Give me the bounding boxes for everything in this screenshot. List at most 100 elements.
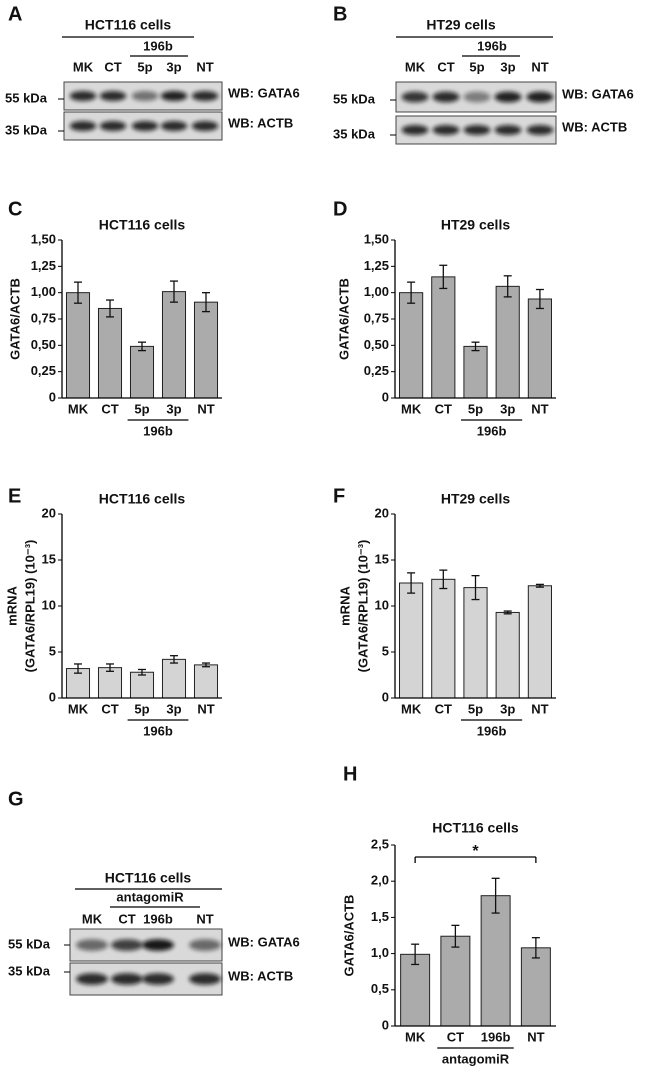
- probe-label: WB: GATA6: [228, 85, 300, 100]
- band: [189, 939, 221, 951]
- x-tick-label: MK: [401, 401, 422, 416]
- x-tick-label: CT: [447, 1029, 464, 1044]
- y-axis-label: mRNA: [4, 586, 19, 626]
- group-label: antagomiR: [116, 889, 184, 904]
- y-tick-label: 1,25: [31, 258, 56, 273]
- bar: [463, 345, 488, 399]
- band: [189, 973, 221, 985]
- x-tick-label: 3p: [500, 701, 515, 716]
- bar: [463, 587, 488, 699]
- panel-letter: H: [343, 763, 357, 785]
- error-bar: [407, 572, 416, 594]
- band: [432, 91, 460, 103]
- band: [111, 939, 143, 951]
- y-tick-label: 20: [42, 505, 56, 520]
- y-tick-label: 20: [375, 505, 389, 520]
- error-bar: [202, 662, 210, 668]
- chart-title: HCT116 cells: [432, 820, 519, 836]
- y-tick-label: 15: [42, 551, 56, 566]
- y-tick-label: 2,0: [371, 873, 389, 888]
- band: [69, 120, 97, 132]
- error-bar: [535, 288, 544, 310]
- error-bar: [74, 663, 82, 674]
- x-tick-label: CT: [435, 401, 452, 416]
- error-bar: [471, 341, 480, 352]
- error-bar: [439, 264, 448, 290]
- error-bar: [491, 877, 500, 914]
- bar: [480, 895, 511, 1027]
- bar: [399, 582, 424, 699]
- y-tick-label: 1,25: [364, 258, 389, 273]
- x-tick-label: NT: [527, 1029, 544, 1044]
- x-tick-label: MK: [405, 1029, 426, 1044]
- group-label: 196b: [143, 723, 173, 738]
- chart-title: HCT116 cells: [99, 217, 186, 233]
- error-bar: [74, 281, 82, 304]
- band: [76, 973, 108, 985]
- group-label: 196b: [143, 423, 173, 438]
- chart-title: HCT116 cells: [99, 491, 186, 507]
- band: [160, 120, 188, 132]
- x-tick-label: CT: [101, 701, 118, 716]
- x-tick-label: 3p: [500, 401, 515, 416]
- bar: [161, 658, 187, 699]
- chart-title: HT29 cells: [441, 217, 510, 233]
- lane-label: NT: [196, 59, 213, 74]
- blot-title: HCT116 cells: [105, 870, 192, 886]
- bar: [431, 276, 456, 399]
- band: [111, 973, 143, 985]
- y-tick-label: 0,75: [31, 310, 56, 325]
- marker-label: 55 kDa: [8, 936, 51, 951]
- panel-letter: F: [333, 485, 345, 507]
- x-tick-label: NT: [531, 401, 548, 416]
- error-bar: [411, 943, 420, 966]
- bar: [129, 671, 155, 699]
- x-tick-label: 5p: [468, 701, 483, 716]
- band: [494, 91, 522, 103]
- y-tick-label: 2,5: [371, 836, 389, 851]
- probe-label: WB: ACTB: [562, 119, 627, 134]
- y-tick-label: 10: [375, 597, 389, 612]
- bar: [65, 292, 91, 399]
- x-tick-label: NT: [197, 401, 214, 416]
- group-label: antagomiR: [442, 1051, 510, 1066]
- y-tick-label: 0,50: [364, 337, 389, 352]
- lane-label: CT: [118, 911, 135, 926]
- lane-label: NT: [531, 59, 548, 74]
- x-tick-label: 196b: [481, 1029, 511, 1044]
- lane-label: 5p: [469, 59, 484, 74]
- x-tick-label: CT: [101, 401, 118, 416]
- group-label: 196b: [477, 423, 507, 438]
- bar: [495, 611, 520, 699]
- marker-label: 35 kDa: [8, 963, 51, 978]
- y-tick-label: 1,00: [364, 284, 389, 299]
- error-bar: [407, 281, 416, 304]
- error-bar: [439, 569, 448, 590]
- band: [494, 124, 522, 136]
- bar: [193, 301, 219, 399]
- bar: [97, 667, 123, 699]
- band: [463, 124, 491, 136]
- y-tick-label: 0: [382, 1017, 389, 1032]
- error-bar: [503, 610, 512, 615]
- error-bar: [503, 275, 512, 298]
- y-tick-label: 15: [375, 551, 389, 566]
- y-axis-label: GATA6/ACTB: [7, 278, 22, 360]
- error-bar: [202, 292, 210, 313]
- y-tick-label: 0: [382, 389, 389, 404]
- bar: [193, 664, 219, 699]
- band: [401, 91, 429, 103]
- y-axis-label: GATA6/ACTB: [341, 895, 356, 977]
- bar: [440, 935, 471, 1027]
- y-tick-label: 5: [49, 643, 56, 658]
- y-tick-label: 1,5: [371, 909, 389, 924]
- y-axis-label: mRNA: [337, 586, 352, 626]
- band: [99, 90, 127, 102]
- panel-letter: G: [8, 788, 24, 810]
- y-tick-label: 1,00: [31, 284, 56, 299]
- lane-label: CT: [437, 59, 454, 74]
- marker-label: 35 kDa: [5, 122, 48, 137]
- band: [99, 120, 127, 132]
- blot-title: HT29 cells: [426, 17, 495, 33]
